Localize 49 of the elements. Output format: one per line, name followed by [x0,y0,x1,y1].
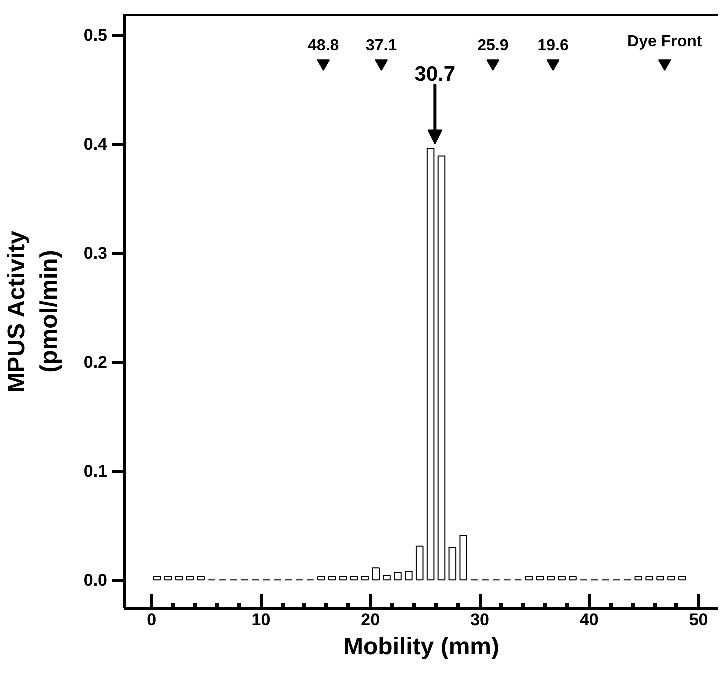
y-axis-title: MPUS Activity (pmol/min) [3,230,63,393]
bar [350,576,358,581]
y-tick-label: 0.2 [84,353,108,372]
bar [153,576,162,581]
bar [668,576,676,581]
annotation: 30.7 [414,62,456,86]
bar [460,534,468,581]
bar [536,576,544,581]
bar [394,572,402,581]
bar [547,576,556,581]
bar [186,576,194,581]
bar [525,576,534,581]
annotation: 25.9 [478,37,509,54]
bar [328,576,336,581]
y-tick-label: 0.4 [84,135,108,154]
x-axis-title: Mobility (mm) [344,634,500,660]
bar [646,576,654,581]
bar [372,568,380,581]
x-tick-label: 50 [689,610,708,630]
bar [678,576,686,581]
y-tick-label: 0.3 [84,244,108,264]
annotation: Dye Front [628,33,703,50]
bar [405,570,413,581]
bar [175,576,184,581]
bar [426,148,435,581]
bar [339,576,348,581]
x-tick-label: 0 [147,610,157,630]
x-tick-label: 10 [252,610,271,630]
y-tick-label: 0.5 [84,26,108,46]
bar [383,575,391,581]
bar [361,576,370,581]
bar [164,576,172,581]
x-tick-label: 30 [470,610,490,630]
x-tick-label: 40 [580,610,599,630]
bar [558,576,566,581]
y-tick-label: 0.1 [84,462,108,482]
bar [634,576,643,581]
bar [569,576,577,581]
annotation: 19.6 [538,37,569,54]
x-tick-label: 20 [361,610,380,630]
y-tick-label: 0.0 [84,571,108,590]
bar [197,576,205,581]
annotation: 48.8 [308,37,340,54]
bar [438,156,446,581]
bar [656,576,664,581]
bar [318,576,326,581]
bar [448,546,457,581]
annotation: 37.1 [366,37,398,54]
bar [416,546,424,581]
